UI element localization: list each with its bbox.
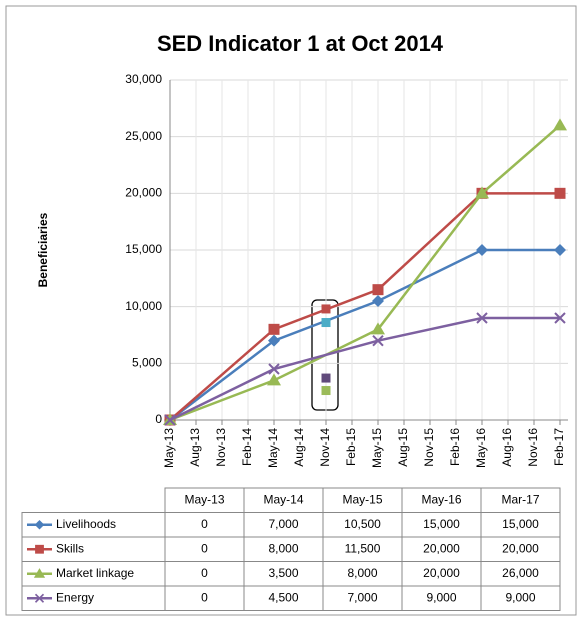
x-tick-label: Nov-16 <box>526 428 540 467</box>
legend-label: Skills <box>56 541 84 555</box>
x-tick-label: May-16 <box>474 428 488 468</box>
table-cell: 20,000 <box>423 566 460 580</box>
point <box>372 334 384 347</box>
x-tick-label: Aug-14 <box>292 428 306 467</box>
table-cell: 10,500 <box>344 517 381 531</box>
table-cell: 20,000 <box>423 541 460 555</box>
legend-marker <box>33 568 46 578</box>
table-cell: 8,000 <box>268 541 298 555</box>
table-cell: 4,500 <box>268 590 298 604</box>
table-cell: 26,000 <box>502 566 539 580</box>
table-cell: 9,000 <box>426 590 456 604</box>
actual-point <box>321 304 331 314</box>
point <box>476 244 488 256</box>
point <box>475 186 489 199</box>
y-tick-label: 15,000 <box>125 242 162 256</box>
point <box>553 118 567 131</box>
chart-title: SED Indicator 1 at Oct 2014 <box>157 31 444 56</box>
table-cell: 0 <box>201 590 208 604</box>
y-tick-label: 20,000 <box>125 186 162 200</box>
table-cell: 7,000 <box>268 517 298 531</box>
x-tick-label: Aug-16 <box>500 428 514 467</box>
actual-point <box>321 373 331 383</box>
y-tick-label: 10,000 <box>125 299 162 313</box>
data-table: May-13 May-14 May-15 May-16 Mar-17 Livelihood… <box>21 487 561 611</box>
table-cell: 0 <box>201 517 208 531</box>
x-tick-label: May-14 <box>266 428 280 468</box>
actual-point <box>321 318 331 328</box>
x-tick-label: Feb-17 <box>552 428 566 466</box>
x-tick-label: Feb-16 <box>448 428 462 466</box>
table-cell: 3,500 <box>268 566 298 580</box>
x-tick-label: Nov-14 <box>318 428 332 467</box>
table-header: May-14 <box>263 492 303 506</box>
point <box>372 284 384 296</box>
table-cell: 20,000 <box>502 541 539 555</box>
point <box>371 322 385 335</box>
table-cell: 11,500 <box>345 541 381 555</box>
table-cell: 0 <box>201 566 208 580</box>
x-tick-label: Aug-15 <box>396 428 410 467</box>
point <box>554 244 566 256</box>
table-cell: 0 <box>201 541 208 555</box>
y-tick-label: 5,000 <box>132 356 162 370</box>
point <box>268 323 280 335</box>
legend-marker <box>34 593 45 603</box>
actual-point <box>321 386 331 396</box>
table-cell: 8,000 <box>347 566 377 580</box>
x-tick-label: Nov-15 <box>422 428 436 467</box>
table-cell: 9,000 <box>505 590 535 604</box>
legend-marker <box>35 544 44 554</box>
point <box>554 187 566 199</box>
y-tick-label: 30,000 <box>125 72 162 86</box>
point <box>164 414 176 426</box>
legend-label: Livelihoods <box>56 517 116 531</box>
legend-label: Energy <box>56 590 94 604</box>
point <box>476 312 488 324</box>
x-tick-label: Nov-13 <box>214 428 228 467</box>
table-cell: 15,000 <box>502 517 539 531</box>
point <box>268 363 280 375</box>
x-tick-label: May-13 <box>162 428 176 468</box>
x-tick-label: Aug-13 <box>188 428 202 467</box>
x-tick-label: May-15 <box>370 428 384 468</box>
y-tick-label: 0 <box>155 412 162 426</box>
point <box>268 334 280 347</box>
table-header: May-15 <box>342 492 382 506</box>
point <box>372 295 384 307</box>
table-header: May-16 <box>421 492 461 506</box>
highlight-box <box>311 299 339 411</box>
table-cell: 15,000 <box>423 517 460 531</box>
table-header: May-13 <box>184 492 224 506</box>
x-tick-label: Feb-14 <box>240 428 254 466</box>
table-cell: 7,000 <box>347 590 377 604</box>
y-axis-title: Beneficiaries <box>36 212 50 287</box>
table-header: Mar-17 <box>501 492 539 506</box>
x-tick-label: Feb-15 <box>344 428 358 466</box>
point <box>267 373 281 386</box>
y-tick-label: 25,000 <box>125 129 162 143</box>
legend-label: Market linkage <box>56 566 134 580</box>
point <box>554 312 566 324</box>
